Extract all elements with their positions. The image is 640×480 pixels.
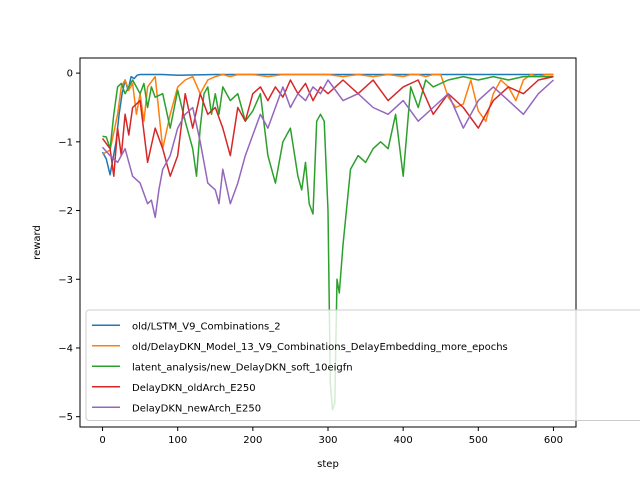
- series-line-5: [101, 79, 555, 219]
- y-tick-label: −1: [58, 137, 73, 148]
- series-line-3: [102, 75, 554, 411]
- x-tick-label: 200: [243, 435, 262, 446]
- series-line-2: [102, 73, 554, 155]
- series-line-4: [101, 75, 554, 177]
- y-tick-label: 0: [67, 69, 73, 80]
- legend-label: DelayDKN_newArch_E250: [132, 403, 261, 414]
- y-tick-label: −3: [58, 275, 73, 286]
- legend-box: [85, 309, 640, 421]
- legend-label: old/DelayDKN_Model_13_V9_Combinations_De…: [132, 342, 508, 353]
- x-tick-label: 100: [168, 435, 187, 446]
- y-tick-label: −2: [58, 206, 73, 217]
- x-axis-label: step: [317, 459, 339, 470]
- x-tick-label: 600: [544, 435, 563, 446]
- x-tick-label: 500: [469, 435, 488, 446]
- plot-lines: [101, 73, 555, 411]
- legend-label: old/LSTM_V9_Combinations_2: [132, 321, 281, 332]
- legend-label: latent_analysis/new_DelayDKN_soft_10eigf…: [132, 362, 353, 373]
- y-tick-label: −5: [58, 412, 73, 423]
- y-axis-label: reward: [32, 225, 43, 260]
- x-tick-label: 300: [318, 435, 337, 446]
- x-tick-label: 400: [394, 435, 413, 446]
- y-axis: 0 −1 −2 −3 −4 −5: [58, 69, 80, 423]
- y-tick-label: −4: [58, 343, 73, 354]
- legend-label: DelayDKN_oldArch_E250: [132, 383, 256, 394]
- x-tick-label: 0: [99, 435, 105, 446]
- x-axis: 0 100 200 300 400 500 600: [99, 427, 563, 446]
- legend: old/LSTM_V9_Combinations_2 old/DelayDKN_M…: [85, 309, 640, 421]
